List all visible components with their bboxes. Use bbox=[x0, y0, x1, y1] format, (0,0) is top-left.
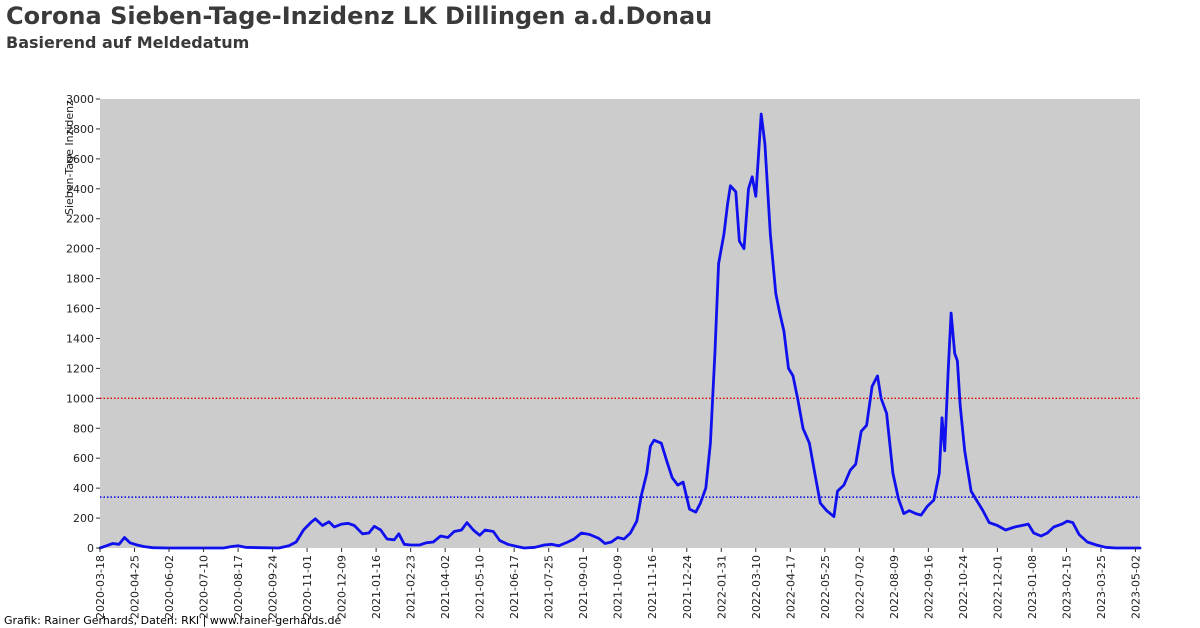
y-tick-label: 3000 bbox=[66, 93, 94, 106]
plot-area bbox=[100, 99, 1140, 548]
chart-subtitle: Basierend auf Meldedatum bbox=[6, 33, 250, 52]
x-tick-label: 2020-07-10 bbox=[198, 555, 211, 619]
x-tick-label: 2021-02-23 bbox=[405, 555, 418, 619]
x-tick-label: 2021-10-09 bbox=[612, 555, 625, 619]
y-tick-label: 2000 bbox=[66, 243, 94, 256]
y-axis-title: Sieben-Tage Inzidenz bbox=[63, 100, 76, 215]
x-tick-label: 2023-05-02 bbox=[1130, 555, 1143, 619]
x-tick-label: 2022-01-31 bbox=[715, 555, 728, 619]
x-tick-label: 2021-04-02 bbox=[439, 555, 452, 619]
x-tick-label: 2023-03-25 bbox=[1095, 555, 1108, 619]
x-tick-label: 2020-09-24 bbox=[267, 555, 280, 619]
x-tick-label: 2022-04-17 bbox=[784, 555, 797, 619]
x-tick-label: 2021-09-01 bbox=[577, 555, 590, 619]
y-tick-label: 2800 bbox=[66, 123, 94, 136]
x-tick-label: 2020-06-02 bbox=[163, 555, 176, 619]
y-tick-label: 0 bbox=[87, 542, 94, 555]
chart-title: Corona Sieben-Tage-Inzidenz LK Dillingen… bbox=[6, 2, 713, 30]
y-tick-label: 2400 bbox=[66, 183, 94, 196]
y-tick-label: 200 bbox=[73, 512, 94, 525]
x-tick-label: 2022-07-02 bbox=[853, 555, 866, 619]
y-tick-label: 1800 bbox=[66, 273, 94, 286]
y-tick-label: 1000 bbox=[66, 392, 94, 405]
x-tick-label: 2021-11-16 bbox=[646, 555, 659, 619]
y-tick-label: 1600 bbox=[66, 303, 94, 316]
x-tick-label: 2020-03-18 bbox=[94, 555, 107, 619]
y-tick-label: 1200 bbox=[66, 362, 94, 375]
x-tick-label: 2020-12-09 bbox=[336, 555, 349, 619]
x-tick-label: 2023-01-08 bbox=[1026, 555, 1039, 619]
x-tick-label: 2021-01-16 bbox=[370, 555, 383, 619]
x-tick-label: 2022-12-01 bbox=[991, 555, 1004, 619]
x-tick-label: 2021-12-24 bbox=[681, 555, 694, 619]
y-tick-label: 800 bbox=[73, 422, 94, 435]
y-tick-label: 2200 bbox=[66, 213, 94, 226]
series-line-incidence bbox=[98, 112, 1142, 550]
x-tick-label: 2022-05-25 bbox=[819, 555, 832, 619]
x-tick-label: 2022-08-09 bbox=[888, 555, 901, 619]
x-tick-label: 2020-04-25 bbox=[129, 555, 142, 619]
y-tick-label: 1400 bbox=[66, 332, 94, 345]
y-tick-label: 2600 bbox=[66, 153, 94, 166]
x-tick-label: 2020-11-01 bbox=[301, 555, 314, 619]
footer-credit: Grafik: Rainer Gerhards, Daten: RKI | ww… bbox=[4, 614, 342, 627]
x-tick-label: 2022-09-16 bbox=[922, 555, 935, 619]
x-tick-label: 2022-03-10 bbox=[750, 555, 763, 619]
x-tick-label: 2021-06-17 bbox=[508, 555, 521, 619]
x-tick-label: 2020-08-17 bbox=[232, 555, 245, 619]
y-tick-label: 400 bbox=[73, 482, 94, 495]
x-tick-label: 2023-02-15 bbox=[1060, 555, 1073, 619]
y-tick-label: 600 bbox=[73, 452, 94, 465]
x-tick-label: 2021-05-10 bbox=[474, 555, 487, 619]
x-tick-label: 2021-07-25 bbox=[543, 555, 556, 619]
x-tick-label: 2022-10-24 bbox=[957, 555, 970, 619]
